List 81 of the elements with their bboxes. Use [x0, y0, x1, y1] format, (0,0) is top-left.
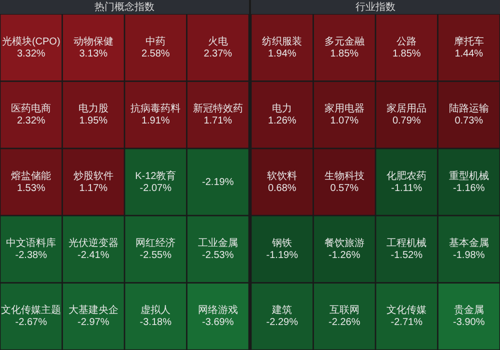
data-label: -3.90% — [453, 317, 485, 328]
data-label: 1.85% — [330, 48, 359, 60]
category-label: 重型机械 — [448, 170, 489, 182]
category-label: 摩托车 — [454, 35, 484, 48]
category-label: K-12教育 — [135, 170, 176, 182]
data-label: -2.29% — [266, 317, 298, 328]
data-label: 1.91% — [141, 116, 170, 127]
category-label: 虚拟人 — [140, 304, 171, 316]
category-label: 电力 — [272, 102, 292, 115]
category-label: 光伏逆变器 — [68, 236, 118, 249]
data-label: 1.53% — [16, 182, 46, 194]
category-label: 火电 — [208, 35, 228, 48]
category-label: 家用电器 — [324, 102, 364, 115]
data-label: -2.41% — [78, 250, 110, 261]
data-label: -2.07% — [140, 182, 172, 194]
category-label: 电力股 — [78, 102, 108, 115]
data-label: -2.55% — [140, 250, 172, 261]
data-label: -2.38% — [15, 250, 48, 261]
category-label: 多元金融 — [324, 35, 364, 48]
category-label: 公路 — [396, 35, 417, 48]
data-label: -2.71% — [390, 317, 423, 328]
category-label: 文化传媒主题 — [1, 304, 62, 316]
data-label: 3.32% — [16, 48, 46, 60]
category-label: 餐饮旅游 — [324, 236, 364, 249]
category-label: 家居用品 — [386, 102, 427, 115]
data-label: 1.95% — [79, 116, 108, 127]
data-label: 1.07% — [330, 116, 359, 127]
category-label: 网络游戏 — [198, 304, 238, 316]
data-label: -1.19% — [266, 250, 298, 261]
data-label: -1.98% — [453, 250, 485, 261]
data-label: -1.26% — [328, 250, 360, 261]
category-label: 抗病毒药料 — [130, 102, 181, 115]
category-label: 生物科技 — [324, 170, 364, 182]
data-label: 0.57% — [330, 182, 359, 194]
category-label: 软饮料 — [267, 170, 298, 182]
category-label: 大基建央企 — [68, 304, 118, 316]
category-label: 文化传媒 — [386, 304, 427, 316]
data-label: 1.26% — [268, 116, 296, 127]
text: 热门概念指数 — [0, 0, 249, 14]
category-label: 中文语料库 — [6, 236, 56, 249]
data-label: 0.79% — [392, 116, 421, 127]
data-label: -2.67% — [15, 317, 48, 328]
category-label: 贵金属 — [454, 304, 484, 316]
data-label: 1.94% — [268, 48, 296, 60]
category-label: 互联网 — [329, 304, 360, 316]
data-label: -3.69% — [202, 317, 234, 328]
data-label: 0.73% — [454, 116, 484, 127]
category-label: 工业金属 — [198, 236, 238, 249]
data-label: -2.26% — [328, 317, 360, 328]
data-label: 2.37% — [204, 48, 232, 60]
data-label: 2.58% — [141, 48, 170, 60]
category-label: 建筑 — [271, 304, 292, 316]
text: 行业指数 — [251, 0, 500, 14]
data-label: -1.16% — [453, 182, 485, 194]
category-label: 光模块(CPO) — [2, 35, 60, 48]
category-label: 熔盐储能 — [11, 170, 52, 182]
category-label: 工程机械 — [386, 236, 427, 249]
category-label: 纺织服装 — [262, 35, 302, 48]
data-label: -1.11% — [391, 182, 422, 194]
category-label: 网红经济 — [136, 236, 176, 249]
data-label: -2.19% — [202, 176, 234, 188]
data-label: 1.71% — [204, 116, 232, 127]
data-label: 1.17% — [79, 182, 108, 194]
data-label: -1.52% — [390, 250, 423, 261]
category-label: 钢铁 — [271, 236, 292, 249]
category-label: 基本金属 — [448, 236, 489, 249]
data-label: -3.18% — [140, 317, 172, 328]
category-label: 新冠特效药 — [192, 102, 243, 115]
data-label: 2.32% — [16, 116, 46, 127]
category-label: 医药电商 — [11, 102, 52, 115]
data-label: 1.85% — [392, 48, 421, 60]
data-label: -2.97% — [78, 317, 110, 328]
category-label: 动物保健 — [73, 36, 114, 48]
data-label: 3.13% — [79, 48, 108, 60]
category-label: 化肥农药 — [386, 170, 427, 182]
category-label: 炒股软件 — [73, 170, 114, 182]
category-label: 中药 — [146, 35, 166, 48]
data-label: 1.44% — [454, 48, 484, 60]
data-label: -2.53% — [202, 250, 234, 261]
category-label: 陆路运输 — [448, 102, 489, 115]
data-label: 0.68% — [268, 182, 296, 194]
